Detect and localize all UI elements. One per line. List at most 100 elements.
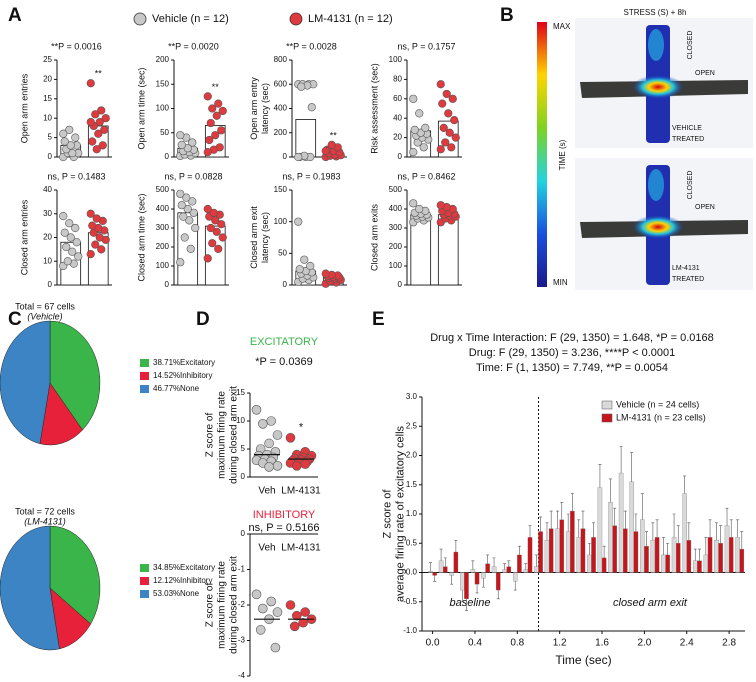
bar xyxy=(464,572,469,599)
legend-swatch xyxy=(601,400,613,410)
bar xyxy=(665,554,670,573)
data-point xyxy=(300,607,311,617)
legend-label: Vehicle (n = 12) xyxy=(152,13,229,25)
y-tick-label: 10 xyxy=(43,256,52,265)
bar xyxy=(703,554,709,573)
legend-swatch xyxy=(140,564,149,572)
data-point xyxy=(251,589,262,600)
data-point xyxy=(179,212,188,221)
data-point xyxy=(255,625,266,635)
error-bar xyxy=(683,475,687,494)
data-point xyxy=(409,94,418,103)
y-tick-label: 40 xyxy=(43,185,52,194)
data-point xyxy=(217,126,226,135)
data-point xyxy=(176,258,185,267)
error-bar xyxy=(534,554,538,567)
y-axis-label: maximum firing rate xyxy=(217,561,228,649)
y-tick-label: 400 xyxy=(156,204,170,213)
subplot-title: INHIBITORY xyxy=(253,509,316,521)
error-bar xyxy=(464,598,468,611)
error-bar xyxy=(697,548,701,561)
heat-spot xyxy=(648,169,664,201)
bar xyxy=(481,572,486,579)
error-bar xyxy=(496,590,500,600)
error-bar xyxy=(592,522,596,538)
y-tick-label: 1.0 xyxy=(406,509,418,518)
y-tick-label: 100 xyxy=(274,217,288,226)
y-tick-label: 30 xyxy=(43,209,52,218)
legend-label: Excitatory xyxy=(180,358,215,367)
bar xyxy=(644,546,649,573)
data-point xyxy=(448,94,457,103)
data-point xyxy=(444,109,453,118)
data-point xyxy=(218,106,227,116)
y-tick-label: 200 xyxy=(156,55,170,64)
bar xyxy=(523,569,529,573)
data-point xyxy=(71,133,80,142)
data-point xyxy=(445,128,454,137)
bar xyxy=(443,566,448,573)
data-point xyxy=(436,201,445,210)
error-bar xyxy=(577,519,581,538)
error-bar xyxy=(714,522,718,541)
y-tick-label: 150 xyxy=(156,79,170,88)
data-point xyxy=(266,416,277,426)
legend-value: 34.85% xyxy=(153,563,180,572)
data-point xyxy=(60,137,69,146)
y-tick-label: 500 xyxy=(389,185,403,194)
data-point xyxy=(74,252,83,261)
data-point xyxy=(257,418,268,429)
y-tick-label: 300 xyxy=(389,223,403,232)
legend-label: LM-4131 (n = 23 cells) xyxy=(616,412,706,422)
y-tick-label: 50 xyxy=(278,248,287,257)
legend-value: 53.03% xyxy=(153,589,180,598)
y-tick-label: 5 xyxy=(241,444,246,453)
y-axis-label: during closed arm exit xyxy=(229,386,240,484)
bar xyxy=(570,510,575,573)
error-bar xyxy=(644,531,648,547)
x-tick-label: 0.0 xyxy=(426,638,440,649)
bar xyxy=(661,554,666,573)
error-bar xyxy=(486,554,490,564)
y-tick-label: 100 xyxy=(156,104,170,113)
data-point xyxy=(415,109,424,118)
data-point xyxy=(439,123,448,132)
subplot-title: ns, P = 0.0828 xyxy=(164,171,222,181)
data-point xyxy=(203,254,212,263)
legend-label: None xyxy=(180,589,200,598)
data-point xyxy=(88,137,97,146)
y-tick-label: 15 xyxy=(43,94,52,103)
legend-value: 14.52% xyxy=(153,371,180,380)
y-tick-label: 20 xyxy=(43,233,52,242)
y-tick-label: 0 xyxy=(283,280,288,289)
data-point xyxy=(419,143,428,152)
error-bar xyxy=(598,463,602,488)
error-bar xyxy=(736,519,740,538)
bar xyxy=(485,563,490,573)
bar xyxy=(460,572,465,591)
y-tick-label: 0.5 xyxy=(406,538,418,547)
data-point xyxy=(95,233,104,242)
error-bar xyxy=(602,545,606,558)
bar xyxy=(527,537,533,573)
error-bar xyxy=(729,519,733,538)
bar xyxy=(517,554,522,573)
data-point xyxy=(98,141,107,150)
data-point xyxy=(203,204,212,214)
data-point xyxy=(97,245,106,254)
bar xyxy=(580,528,586,573)
data-point xyxy=(59,129,68,138)
bar xyxy=(686,540,692,573)
data-point xyxy=(421,123,430,132)
bar xyxy=(671,537,677,573)
y-tick-label: 40 xyxy=(393,113,402,122)
error-bar xyxy=(556,510,560,529)
y-tick-label: 0 xyxy=(48,152,53,161)
bar xyxy=(538,531,543,573)
bar xyxy=(453,551,459,573)
panel-label: B xyxy=(500,5,514,26)
error-bar xyxy=(581,510,585,529)
y-tick-label: 0 xyxy=(165,280,170,289)
significance: ** xyxy=(95,69,103,79)
